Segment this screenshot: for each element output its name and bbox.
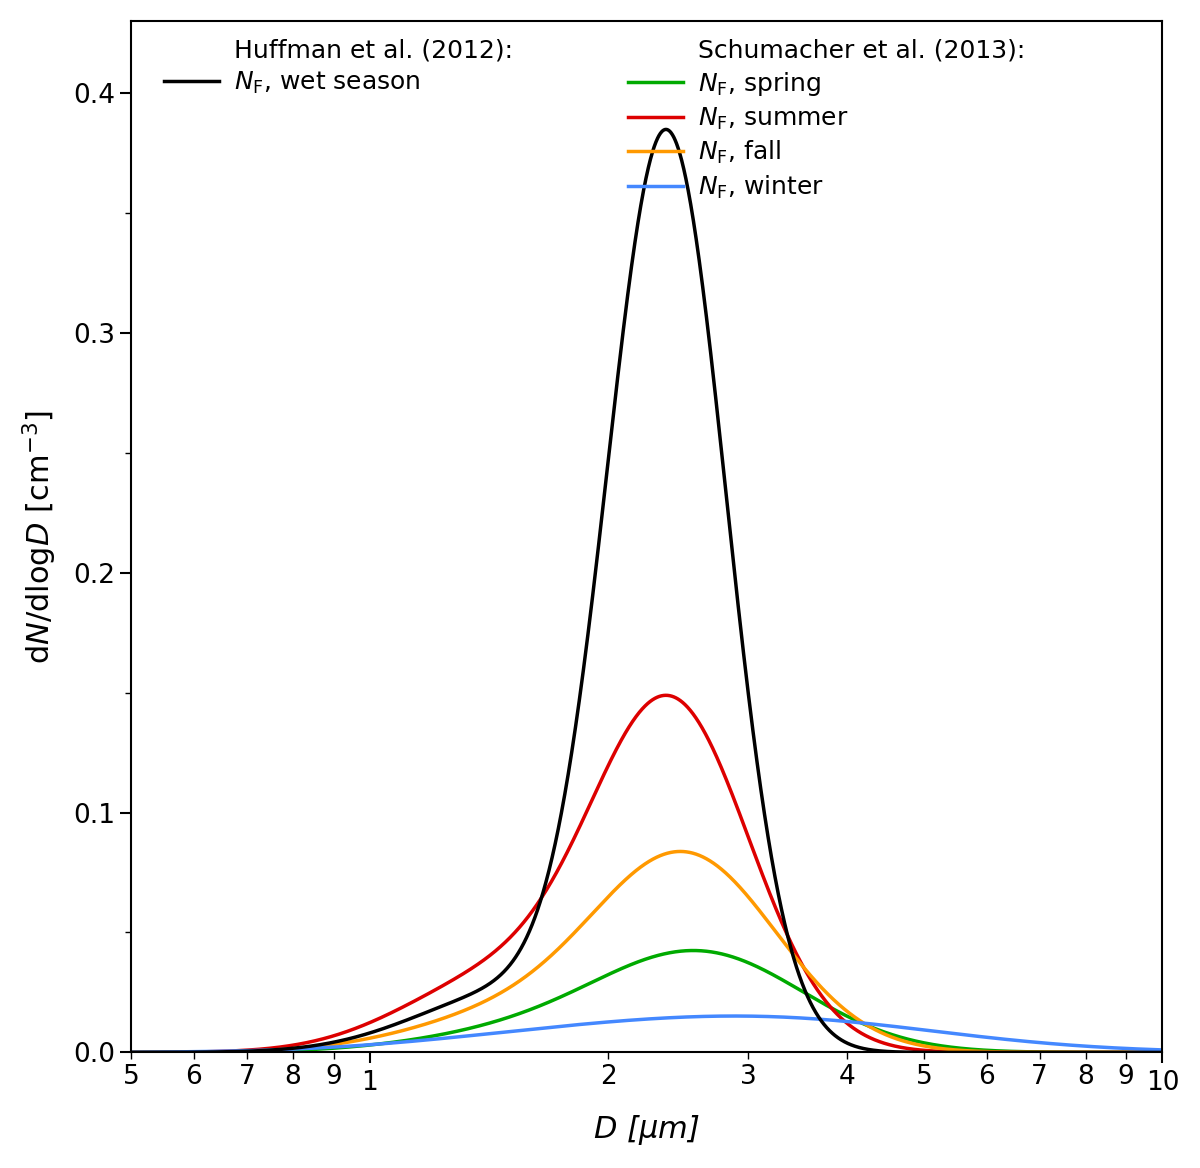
X-axis label: $D$ [μm]: $D$ [μm] — [594, 1113, 700, 1147]
Legend: Schumacher et al. (2013):, $N_\mathrm{F}$, spring, $N_\mathrm{F}$, summer, $N_\m: Schumacher et al. (2013):, $N_\mathrm{F}… — [629, 39, 1026, 201]
Y-axis label: d$N$/dlog$D$ [cm$^{-3}$]: d$N$/dlog$D$ [cm$^{-3}$] — [20, 410, 59, 663]
